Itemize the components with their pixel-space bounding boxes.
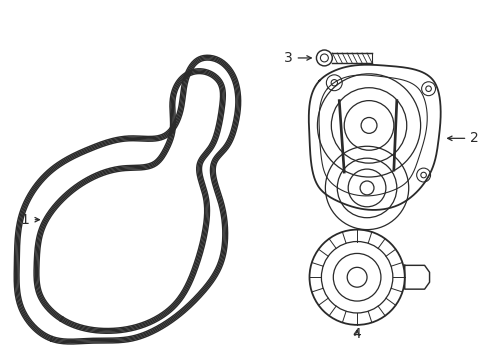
Text: 2: 2 (447, 131, 478, 145)
Text: 1: 1 (21, 213, 40, 227)
Text: 3: 3 (284, 51, 311, 65)
Text: 4: 4 (352, 327, 361, 341)
